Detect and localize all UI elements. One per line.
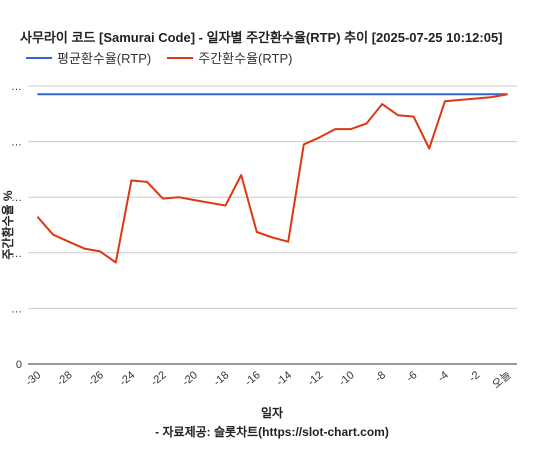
x-tick-label: -10 <box>337 369 357 388</box>
x-tick-label: -4 <box>436 369 451 384</box>
legend-item-average[interactable]: 평균환수율(RTP) <box>26 48 151 67</box>
y-tick-label: … <box>11 248 22 260</box>
chart-title: 사무라이 코드 [Samurai Code] - 일자별 주간환수율(RTP) … <box>20 30 503 45</box>
x-tick-label: -30 <box>23 369 43 388</box>
legend-label-average: 평균환수율(RTP) <box>57 51 152 66</box>
x-tick-label: -14 <box>274 369 294 388</box>
x-axis-title: 일자 <box>261 405 283 420</box>
legend: 평균환수율(RTP) 주간환수율(RTP) <box>26 48 308 67</box>
x-tick-labels: -30 -28 -26 -24 -22 -20 -18 -16 -14 -12 -10 -8 -6 -4 -… <box>23 368 513 391</box>
x-tick-label: -18 <box>212 369 232 388</box>
x-tick-label: 오늘 <box>490 368 514 391</box>
x-tick-label: -24 <box>117 369 137 388</box>
y-tick-label: … <box>11 137 22 149</box>
y-tick-label: … <box>11 192 22 204</box>
x-tick-label: -28 <box>55 369 75 388</box>
y-tick-labels: 0 … … … … … <box>11 81 22 371</box>
y-axis-title: 주간환수율 % <box>0 190 15 260</box>
x-tick-label: -16 <box>243 369 263 388</box>
x-tick-label: -20 <box>180 369 200 388</box>
legend-swatch-average <box>26 56 52 59</box>
x-tick-label: -12 <box>306 369 326 388</box>
legend-item-weekly[interactable]: 주간환수율(RTP) <box>167 48 292 67</box>
x-tick-label: -22 <box>149 369 169 388</box>
source-note: - 자료제공: 슬롯차트(https://slot-chart.com) <box>155 425 389 439</box>
x-tick-label: -26 <box>86 369 106 388</box>
x-tick-label: -8 <box>373 369 388 384</box>
grid-lines <box>28 85 517 365</box>
x-tick-label: -2 <box>467 369 482 384</box>
series-line-weekly <box>36 93 508 264</box>
x-tick-label: -6 <box>404 369 419 384</box>
series-lines <box>36 93 508 264</box>
legend-label-weekly: 주간환수율(RTP) <box>198 51 293 66</box>
y-tick-label: … <box>11 303 22 315</box>
legend-swatch-weekly <box>167 56 194 59</box>
y-tick-label: … <box>11 81 22 93</box>
y-tick-label: 0 <box>16 359 22 371</box>
